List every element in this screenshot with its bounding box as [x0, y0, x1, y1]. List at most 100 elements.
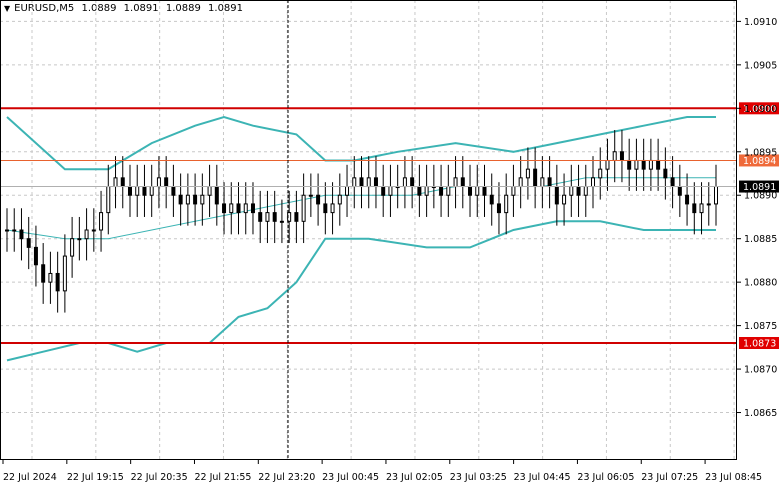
candle-body	[265, 212, 270, 222]
candle-body	[714, 186, 718, 205]
candle-body	[656, 159, 661, 170]
candle-body	[84, 229, 89, 240]
x-tick-label: 23 Jul 04:45	[514, 472, 571, 483]
level-label: 1.0873	[743, 339, 776, 350]
candle-body	[316, 194, 321, 205]
current-price-label: 1.0891	[743, 182, 776, 193]
candle-body	[120, 177, 125, 188]
candle-body	[26, 238, 31, 248]
candle-body	[663, 168, 668, 179]
candle-body	[272, 212, 277, 222]
candle-body	[554, 186, 559, 205]
y-tick-label: 1.0905	[744, 60, 777, 71]
x-tick-label: 22 Jul 20:35	[131, 472, 188, 483]
candle-body	[468, 186, 473, 196]
level-label: 1.0900	[743, 104, 776, 115]
candle-body	[648, 159, 653, 170]
candle-body	[612, 151, 617, 161]
candle-body	[518, 177, 523, 188]
candle-body	[359, 177, 364, 188]
candle-body	[156, 177, 161, 188]
y-tick-label: 1.0885	[744, 234, 777, 245]
candles	[5, 130, 718, 313]
chart-header: ▼ EURUSD,M5 1.0889 1.0891 1.0889 1.0891	[4, 3, 247, 14]
candle-body	[301, 194, 306, 222]
candle-body	[178, 194, 183, 205]
candle-body	[670, 177, 675, 188]
candle-body	[33, 246, 38, 266]
candle-body	[598, 168, 603, 179]
candle-body	[352, 177, 357, 188]
candle-body	[525, 168, 530, 179]
candle-body	[605, 159, 610, 170]
candle-body	[453, 177, 458, 188]
candle-body	[460, 177, 465, 188]
symbol-label: EURUSD,M5	[14, 3, 75, 14]
candle-body	[127, 186, 132, 196]
candle-body	[410, 177, 415, 188]
candle-body	[402, 177, 407, 188]
x-tick-label: 23 Jul 08:45	[705, 472, 762, 483]
y-tick-label: 1.0865	[744, 408, 777, 419]
candle-body	[323, 203, 328, 214]
level-label-bg	[739, 102, 779, 115]
candle-body	[308, 194, 313, 197]
candle-body	[699, 203, 704, 214]
candle-body	[236, 203, 241, 214]
candle-body	[446, 186, 451, 196]
candle-body	[706, 203, 711, 206]
lower-band	[6, 220, 716, 362]
candle-body	[692, 203, 697, 214]
candle-body	[634, 159, 639, 170]
x-tick-label: 22 Jul 21:55	[194, 472, 251, 483]
candle-body	[337, 194, 342, 205]
x-tick-label: 23 Jul 07:25	[641, 472, 698, 483]
collapse-arrow-icon[interactable]: ▼	[4, 4, 11, 13]
candle-body	[113, 177, 118, 188]
level-label: 1.0894	[743, 156, 776, 167]
candle-body	[135, 186, 140, 196]
candle-body	[193, 194, 198, 205]
candle-body	[279, 220, 284, 223]
candle-body	[41, 264, 46, 283]
candle-body	[533, 168, 538, 188]
candle-body	[511, 186, 516, 196]
y-tick-label: 1.0900	[744, 104, 777, 115]
candle-body	[619, 151, 624, 161]
candle-body	[562, 194, 567, 205]
candle-body	[258, 212, 263, 222]
price-levels: 1.0900 1.0894 1.0873 1.0891	[0, 102, 779, 350]
candle-body	[250, 203, 255, 214]
level-label-bg	[739, 154, 779, 167]
candle-body	[12, 229, 17, 232]
candle-body	[496, 203, 501, 214]
candle-body	[330, 203, 335, 214]
candle-body	[576, 186, 581, 196]
candle-body	[142, 186, 147, 196]
candle-body	[417, 186, 422, 196]
candle-body	[504, 194, 509, 214]
open-value: 1.0889	[81, 3, 117, 14]
candle-body	[200, 194, 205, 205]
x-tick-label: 23 Jul 00:45	[322, 472, 379, 483]
candle-body	[489, 194, 494, 205]
candle-body	[207, 186, 212, 196]
candle-body	[482, 186, 487, 196]
candle-body	[106, 186, 111, 214]
candle-body	[475, 186, 480, 196]
close-value: 1.0891	[208, 3, 244, 14]
candle-body	[62, 255, 67, 292]
candle-body	[55, 272, 60, 292]
candle-body	[540, 177, 545, 188]
x-tick-label: 23 Jul 06:05	[577, 472, 634, 483]
candle-body	[345, 186, 350, 196]
candle-body	[185, 194, 190, 205]
candle-body	[381, 186, 386, 196]
x-tick-label: 22 Jul 19:15	[67, 472, 124, 483]
y-tick-label: 1.0910	[744, 17, 777, 28]
candle-body	[214, 186, 219, 205]
plot-border	[0, 0, 737, 460]
y-tick-label: 1.0895	[744, 147, 777, 158]
